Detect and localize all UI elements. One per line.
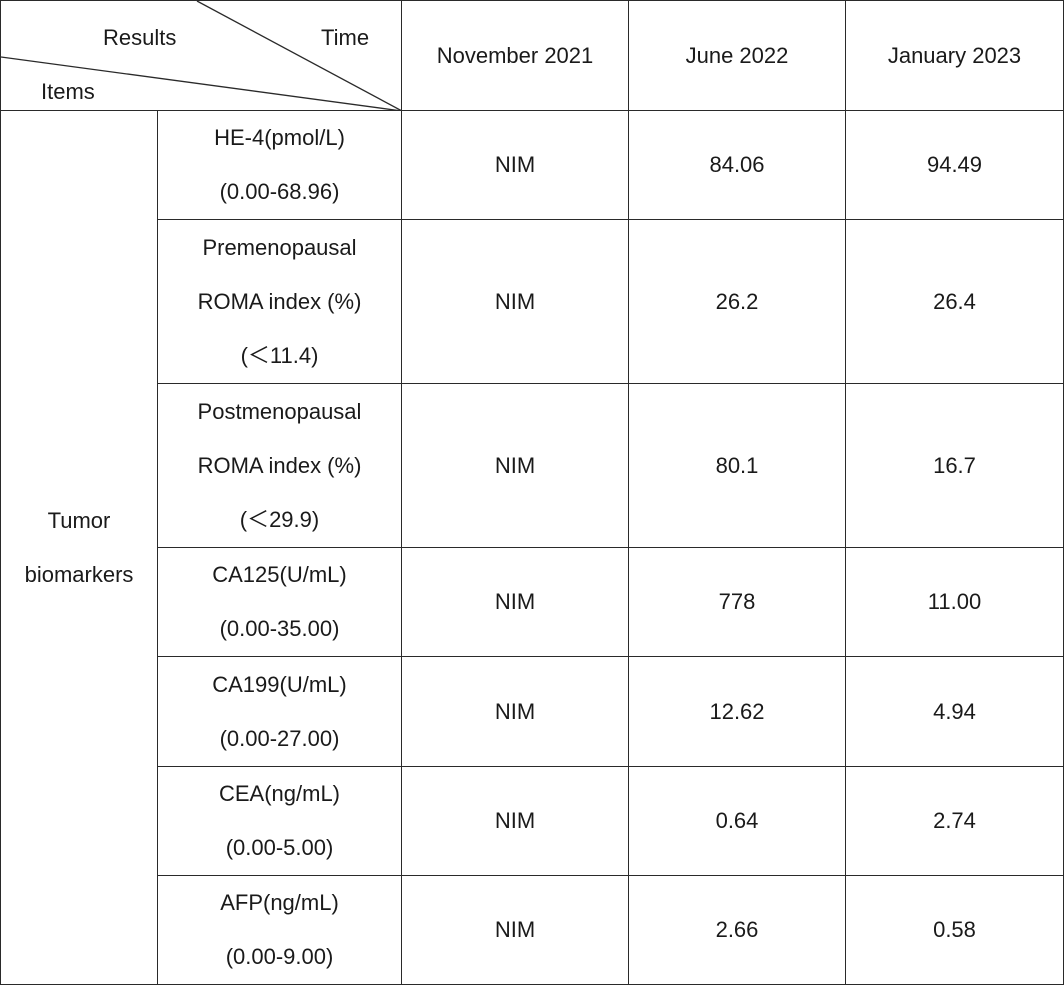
column-header-june-2022: June 2022 xyxy=(628,0,846,111)
value-cell: 11.00 xyxy=(845,547,1064,657)
value-cell: 12.62 xyxy=(628,656,846,767)
value-cell: 0.58 xyxy=(845,875,1064,985)
table-row: CA199(U/mL) (0.00-27.00) NIM 12.62 4.94 xyxy=(1,656,1064,767)
item-name: CA199(U/mL) xyxy=(212,671,347,697)
item-reference-range: (＜29.9) xyxy=(239,506,320,532)
item-name: ROMA index (%) xyxy=(197,452,362,478)
item-cell: CA199(U/mL) (0.00-27.00) xyxy=(157,656,402,767)
item-name: HE-4(pmol/L) xyxy=(214,125,345,150)
header-row: Results Time Items November 2021 June 20… xyxy=(0,0,1064,111)
item-name: CA125(U/mL) xyxy=(212,562,347,587)
group-label-line: Tumor xyxy=(47,507,111,533)
value-cell: 2.74 xyxy=(845,766,1064,876)
item-cell: AFP(ng/mL) (0.00-9.00) xyxy=(157,875,402,985)
group-label-cell: Tumor biomarkers xyxy=(0,110,158,985)
item-cell: Premenopausal ROMA index (%) (＜11.4) xyxy=(157,219,402,384)
value-cell: NIM xyxy=(401,219,629,384)
results-label: Results xyxy=(103,25,177,50)
column-header-january-2023: January 2023 xyxy=(845,0,1064,111)
value-cell: NIM xyxy=(401,110,629,220)
item-name: CEA(ng/mL) xyxy=(218,781,341,806)
value-cell: NIM xyxy=(401,766,629,876)
value-cell: 778 xyxy=(628,547,846,657)
item-name: ROMA index (%) xyxy=(197,288,362,314)
value-cell: NIM xyxy=(401,656,629,767)
item-cell: HE-4(pmol/L) (0.00-68.96) xyxy=(157,110,402,220)
group-label-line: biomarkers xyxy=(24,561,134,587)
item-reference-range: (0.00-27.00) xyxy=(219,725,340,751)
item-reference-range: (0.00-9.00) xyxy=(225,944,334,969)
value-cell: 84.06 xyxy=(628,110,846,220)
value-cell: NIM xyxy=(401,875,629,985)
item-cell: Postmenopausal ROMA index (%) (＜29.9) xyxy=(157,383,402,548)
item-name: Postmenopausal xyxy=(197,398,362,424)
value-cell: 80.1 xyxy=(628,383,846,548)
item-cell: CEA(ng/mL) (0.00-5.00) xyxy=(157,766,402,876)
time-label: Time xyxy=(321,25,370,50)
table-row: Premenopausal ROMA index (%) (＜11.4) NIM… xyxy=(1,219,1064,384)
value-cell: 94.49 xyxy=(845,110,1064,220)
value-cell: 4.94 xyxy=(845,656,1064,767)
items-label: Items xyxy=(41,79,95,104)
item-reference-range: (0.00-35.00) xyxy=(219,616,340,641)
column-header-november-2021: November 2021 xyxy=(401,0,629,111)
table-row: Postmenopausal ROMA index (%) (＜29.9) NI… xyxy=(1,383,1064,548)
value-cell: NIM xyxy=(401,547,629,657)
table-row: CEA(ng/mL) (0.00-5.00) NIM 0.64 2.74 xyxy=(1,766,1064,876)
item-name: Premenopausal xyxy=(202,234,357,260)
item-cell: CA125(U/mL) (0.00-35.00) xyxy=(157,547,402,657)
diagonal-header-cell: Results Time Items xyxy=(0,0,402,111)
item-reference-range: (0.00-68.96) xyxy=(219,179,340,204)
table-row: CA125(U/mL) (0.00-35.00) NIM 778 11.00 xyxy=(1,547,1064,657)
table-row: AFP(ng/mL) (0.00-9.00) NIM 2.66 0.58 xyxy=(1,875,1064,985)
table-row: Tumor biomarkers HE-4(pmol/L) (0.00-68.9… xyxy=(0,110,1064,985)
value-cell: 26.4 xyxy=(845,219,1064,384)
item-reference-range: (＜11.4) xyxy=(240,342,319,368)
value-cell: 0.64 xyxy=(628,766,846,876)
value-cell: NIM xyxy=(401,383,629,548)
value-cell: 26.2 xyxy=(628,219,846,384)
diagonal-lines xyxy=(1,1,402,111)
value-cell: 16.7 xyxy=(845,383,1064,548)
value-cell: 2.66 xyxy=(628,875,846,985)
item-reference-range: (0.00-5.00) xyxy=(225,835,334,860)
item-name: AFP(ng/mL) xyxy=(220,890,339,915)
